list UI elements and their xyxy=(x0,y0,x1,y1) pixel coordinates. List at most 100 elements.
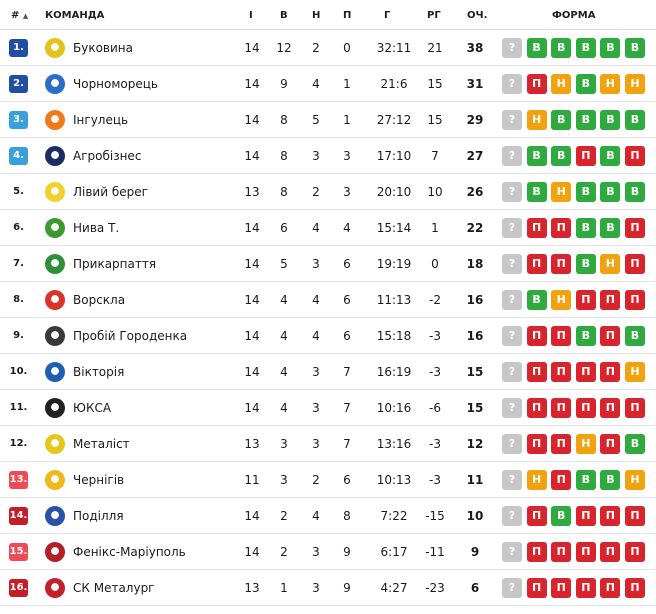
form-result-badge[interactable]: Н xyxy=(575,434,596,454)
form-result-badge[interactable]: П xyxy=(551,434,572,454)
form-result-badge[interactable]: В xyxy=(575,218,596,238)
form-result-badge[interactable]: Н xyxy=(600,74,621,94)
table-row[interactable]: 12. Металіст 13 3 3 7 13:16 -3 12? П П Н П В xyxy=(0,426,656,462)
table-row[interactable]: 3. Інгулець 14 8 5 1 27:12 15 29? Н В В В В xyxy=(0,102,656,138)
form-result-badge[interactable]: В xyxy=(551,110,572,130)
form-result-badge[interactable]: П xyxy=(551,362,572,382)
form-result-badge[interactable]: Н xyxy=(625,470,645,490)
form-result-badge[interactable]: Н xyxy=(526,110,547,130)
form-result-badge[interactable]: Н xyxy=(526,470,547,490)
table-row[interactable]: 10. Вікторія 14 4 3 7 16:19 -3 15? П П П П Н xyxy=(0,354,656,390)
form-result-badge[interactable]: П xyxy=(625,254,645,274)
form-result-badge[interactable]: В xyxy=(600,470,621,490)
form-result-badge[interactable]: В xyxy=(575,110,596,130)
form-result-badge[interactable]: П xyxy=(526,74,547,94)
form-result-badge[interactable]: П xyxy=(625,542,645,562)
upcoming-match-badge[interactable]: ? xyxy=(502,146,522,166)
header-lost[interactable]: П xyxy=(343,10,352,21)
form-result-badge[interactable]: П xyxy=(575,398,596,418)
table-row[interactable]: 16. СК Металург 13 1 3 9 4:27 -23 6? П П П П П xyxy=(0,570,656,606)
form-result-badge[interactable]: В xyxy=(625,182,645,202)
table-row[interactable]: 4. Агробізнес 14 8 3 3 17:10 7 27? В В П В П xyxy=(0,138,656,174)
upcoming-match-badge[interactable]: ? xyxy=(502,542,522,562)
team-name-link[interactable]: СК Металург xyxy=(73,581,155,595)
upcoming-match-badge[interactable]: ? xyxy=(502,182,522,202)
table-row[interactable]: 7. Прикарпаття 14 5 3 6 19:19 0 18? П П В Н П xyxy=(0,246,656,282)
form-result-badge[interactable]: П xyxy=(526,326,547,346)
team-name-link[interactable]: ЮКСА xyxy=(73,401,112,415)
form-result-badge[interactable]: В xyxy=(551,146,572,166)
form-result-badge[interactable]: П xyxy=(575,362,596,382)
form-result-badge[interactable]: П xyxy=(600,326,621,346)
team-name-link[interactable]: Агробізнес xyxy=(73,149,142,163)
header-won[interactable]: В xyxy=(280,10,288,21)
form-result-badge[interactable]: П xyxy=(625,146,645,166)
upcoming-match-badge[interactable]: ? xyxy=(502,254,522,274)
form-result-badge[interactable]: П xyxy=(625,218,645,238)
team-name-link[interactable]: Пробій Городенка xyxy=(73,329,188,343)
form-result-badge[interactable]: В xyxy=(551,506,572,526)
form-result-badge[interactable]: П xyxy=(575,506,596,526)
form-result-badge[interactable]: П xyxy=(600,434,621,454)
form-result-badge[interactable]: В xyxy=(526,38,547,58)
form-result-badge[interactable]: В xyxy=(625,326,645,346)
upcoming-match-badge[interactable]: ? xyxy=(502,434,522,454)
form-result-badge[interactable]: В xyxy=(600,110,621,130)
team-name-link[interactable]: Вікторія xyxy=(73,365,125,379)
header-team[interactable]: КОМАНДА xyxy=(45,10,105,21)
header-played[interactable]: І xyxy=(249,10,253,21)
team-name-link[interactable]: Інгулець xyxy=(73,113,129,127)
team-name-link[interactable]: Прикарпаття xyxy=(73,257,157,271)
form-result-badge[interactable]: Н xyxy=(625,362,645,382)
form-result-badge[interactable]: П xyxy=(526,506,547,526)
upcoming-match-badge[interactable]: ? xyxy=(502,506,522,526)
form-result-badge[interactable]: В xyxy=(625,110,645,130)
form-result-badge[interactable]: П xyxy=(575,290,596,310)
form-result-badge[interactable]: П xyxy=(551,254,572,274)
upcoming-match-badge[interactable]: ? xyxy=(502,398,522,418)
upcoming-match-badge[interactable]: ? xyxy=(502,74,522,94)
form-result-badge[interactable]: В xyxy=(625,434,645,454)
upcoming-match-badge[interactable]: ? xyxy=(502,326,522,346)
form-result-badge[interactable]: П xyxy=(600,542,621,562)
form-result-badge[interactable]: В xyxy=(575,254,596,274)
form-result-badge[interactable]: В xyxy=(526,146,547,166)
form-result-badge[interactable]: П xyxy=(526,254,547,274)
form-result-badge[interactable]: П xyxy=(551,326,572,346)
team-name-link[interactable]: Буковина xyxy=(73,41,133,55)
team-name-link[interactable]: Металіст xyxy=(73,437,130,451)
form-result-badge[interactable]: В xyxy=(575,470,596,490)
form-result-badge[interactable]: Н xyxy=(551,182,572,202)
form-result-badge[interactable]: Н xyxy=(551,290,572,310)
form-result-badge[interactable]: Н xyxy=(625,74,645,94)
team-name-link[interactable]: Ворскла xyxy=(73,293,126,307)
form-result-badge[interactable]: В xyxy=(600,218,621,238)
upcoming-match-badge[interactable]: ? xyxy=(502,110,522,130)
form-result-badge[interactable]: П xyxy=(575,542,596,562)
form-result-badge[interactable]: П xyxy=(625,398,645,418)
form-result-badge[interactable]: П xyxy=(625,290,645,310)
form-result-badge[interactable]: П xyxy=(551,542,572,562)
form-result-badge[interactable]: Н xyxy=(600,254,621,274)
form-result-badge[interactable]: П xyxy=(551,470,572,490)
header-goals[interactable]: Г xyxy=(384,10,391,21)
form-result-badge[interactable]: П xyxy=(625,578,645,598)
header-rank[interactable]: # ▲ xyxy=(11,10,28,21)
table-row[interactable]: 8. Ворскла 14 4 4 6 11:13 -2 16? В Н П П П xyxy=(0,282,656,318)
form-result-badge[interactable]: П xyxy=(600,398,621,418)
form-result-badge[interactable]: В xyxy=(526,182,547,202)
form-result-badge[interactable]: В xyxy=(551,38,572,58)
form-result-badge[interactable]: П xyxy=(526,542,547,562)
form-result-badge[interactable]: П xyxy=(600,290,621,310)
form-result-badge[interactable]: П xyxy=(526,578,547,598)
form-result-badge[interactable]: В xyxy=(575,74,596,94)
form-result-badge[interactable]: П xyxy=(551,218,572,238)
team-name-link[interactable]: Нива Т. xyxy=(73,221,120,235)
upcoming-match-badge[interactable]: ? xyxy=(502,362,522,382)
form-result-badge[interactable]: П xyxy=(551,398,572,418)
team-name-link[interactable]: Поділля xyxy=(73,509,124,523)
form-result-badge[interactable]: П xyxy=(526,398,547,418)
header-goal-diff[interactable]: РГ xyxy=(427,10,441,21)
table-row[interactable]: 1. Буковина 14 12 2 0 32:11 21 38? В В В В В xyxy=(0,30,656,66)
upcoming-match-badge[interactable]: ? xyxy=(502,578,522,598)
